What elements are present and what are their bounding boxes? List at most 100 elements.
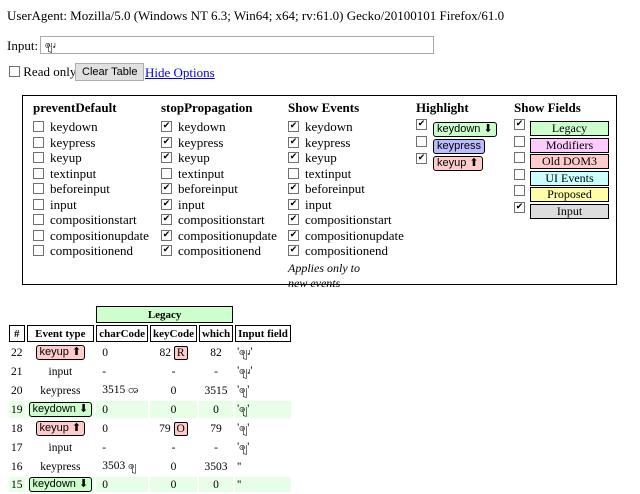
- prevent-default-compositionend-checkbox[interactable]: [33, 245, 44, 256]
- events-table: Legacy # Event type charCode keyCode which In…: [7, 304, 293, 494]
- event-number: 17: [11, 441, 23, 454]
- stop-propagation-keyup-checkbox[interactable]: [161, 152, 172, 163]
- stop-propagation-keydown-checkbox[interactable]: [161, 121, 172, 132]
- show-events-beforeinput-checkbox[interactable]: [288, 183, 299, 194]
- input-field-cell: 'ၛ': [237, 441, 250, 453]
- prevent-default-option-compositionupdate: compositionupdate: [33, 228, 149, 244]
- show-events-textinput-checkbox[interactable]: [288, 167, 299, 179]
- prevent-default-option-input: input: [33, 197, 149, 213]
- useragent-text: UserAgent: Mozilla/5.0 (Windows NT 6.3; …: [7, 8, 505, 23]
- show-field-label: UI Events: [530, 170, 609, 186]
- stop-propagation-textinput-checkbox[interactable]: [161, 167, 172, 179]
- prevent-default-column: preventDefault keydown keypress keyup texti…: [33, 100, 149, 259]
- keycode-value: -: [171, 365, 176, 378]
- prevent-default-beforeinput-label: beforeinput: [50, 181, 110, 196]
- stop-propagation-compositionupdate-checkbox[interactable]: [161, 229, 172, 241]
- keycode-value: -: [171, 441, 176, 454]
- show-events-option-keyup: keyup: [288, 150, 404, 166]
- stop-propagation-textinput-label: textinput: [178, 165, 225, 181]
- show-events-keypress-label: keypress: [305, 134, 351, 150]
- show-events-beforeinput-label: beforeinput: [305, 181, 365, 196]
- show-events-option-textinput: textinput: [288, 166, 404, 182]
- show-events-input-checkbox[interactable]: [288, 198, 299, 210]
- event-type-badge: keyup ⬆: [35, 421, 86, 436]
- show-events-keydown-checkbox[interactable]: [288, 121, 299, 132]
- show-field-checkbox[interactable]: [514, 135, 525, 147]
- show-field-checkbox[interactable]: [514, 119, 525, 130]
- input-field-cell: 'ၛၧ': [237, 365, 253, 377]
- readonly-checkbox[interactable]: [9, 66, 20, 77]
- highlight-checkbox[interactable]: [416, 136, 427, 147]
- which-cell: 3515: [204, 384, 228, 397]
- prevent-default-beforeinput-checkbox[interactable]: [33, 183, 44, 194]
- prevent-default-compositionupdate-label: compositionupdate: [50, 227, 149, 243]
- stop-propagation-input-checkbox[interactable]: [161, 198, 172, 210]
- show-events-note: Applies only to new events: [288, 261, 404, 291]
- readonly-label: Read only: [23, 64, 77, 79]
- show-field-checkbox[interactable]: [514, 168, 525, 180]
- highlight-checkbox[interactable]: [416, 153, 427, 164]
- show-events-compositionend-checkbox[interactable]: [288, 245, 299, 256]
- keycode-value: 0: [170, 460, 177, 473]
- show-events-title: Show Events: [288, 100, 360, 115]
- keycode-char: R: [173, 345, 188, 360]
- show-events-option-input: input: [288, 197, 404, 213]
- which-cell: 3503: [204, 460, 228, 473]
- stop-propagation-option-keydown: keydown: [161, 119, 277, 135]
- keycode-value: 0: [170, 478, 177, 491]
- input-field-cell: 'ၛ': [237, 384, 250, 396]
- event-type-cell: input: [48, 365, 73, 378]
- show-events-input-label: input: [305, 196, 332, 212]
- prevent-default-textinput-checkbox[interactable]: [33, 167, 44, 179]
- show-events-column: Show Events keydownkeypresskeyuptextinpu…: [288, 100, 404, 291]
- show-events-option-compositionend: compositionend: [288, 243, 404, 259]
- stop-propagation-compositionend-checkbox[interactable]: [161, 245, 172, 256]
- prevent-default-title: preventDefault: [33, 100, 117, 115]
- show-events-option-keydown: keydown: [288, 119, 404, 135]
- prevent-default-keyup-checkbox[interactable]: [33, 152, 44, 163]
- prevent-default-option-keyup: keyup: [33, 150, 149, 166]
- show-fields-title: Show Fields: [514, 100, 581, 115]
- table-row: 15 keydown ⬇ 0 0 0 '': [9, 477, 291, 492]
- show-field-item: Old DOM3: [514, 152, 609, 169]
- charcode-cell: -: [102, 365, 107, 378]
- stop-propagation-option-beforeinput: beforeinput: [161, 181, 277, 197]
- show-events-keyup-checkbox[interactable]: [288, 152, 299, 163]
- charcode-cell: 0: [96, 401, 149, 418]
- show-events-compositionstart-checkbox[interactable]: [288, 214, 299, 225]
- show-events-keypress-checkbox[interactable]: [288, 136, 299, 148]
- keycode-cell: 0: [150, 477, 197, 492]
- note-line-2: new events: [288, 275, 341, 290]
- prevent-default-input-checkbox[interactable]: [33, 198, 44, 210]
- column-header: which: [198, 325, 234, 342]
- which-cell: 79: [210, 422, 222, 435]
- event-number: 21: [11, 365, 23, 378]
- stop-propagation-compositionstart-checkbox[interactable]: [161, 214, 172, 225]
- prevent-default-compositionstart-checkbox[interactable]: [33, 214, 44, 225]
- input-label: Input:: [7, 38, 39, 53]
- prevent-default-compositionend-label: compositionend: [50, 243, 134, 258]
- show-field-checkbox[interactable]: [514, 185, 525, 196]
- hide-options-link[interactable]: Hide Options: [145, 65, 215, 80]
- highlight-badge: keyup ⬆: [433, 156, 483, 171]
- which-cell: 82: [210, 346, 222, 359]
- show-field-checkbox[interactable]: [514, 201, 525, 213]
- stop-propagation-keypress-checkbox[interactable]: [161, 136, 172, 148]
- stop-propagation-option-keypress: keypress: [161, 135, 277, 151]
- stop-propagation-beforeinput-checkbox[interactable]: [161, 183, 172, 194]
- show-field-item: Proposed: [514, 185, 609, 202]
- highlight-checkbox[interactable]: [416, 119, 427, 130]
- keycode-cell: 82 R: [150, 344, 197, 361]
- event-type-badge: keydown ⬇: [28, 477, 93, 492]
- show-field-label: Proposed: [530, 187, 609, 202]
- event-type-badge: keyup ⬆: [35, 345, 86, 360]
- prevent-default-keypress-checkbox[interactable]: [33, 136, 44, 148]
- prevent-default-keydown-checkbox[interactable]: [33, 121, 44, 132]
- show-field-checkbox[interactable]: [514, 152, 525, 163]
- prevent-default-compositionupdate-checkbox[interactable]: [33, 229, 44, 241]
- show-events-compositionupdate-checkbox[interactable]: [288, 229, 299, 241]
- show-field-label: Modifiers: [530, 137, 609, 153]
- test-input-field[interactable]: ၛၧ: [40, 36, 434, 54]
- clear-table-button[interactable]: Clear Table: [75, 63, 145, 81]
